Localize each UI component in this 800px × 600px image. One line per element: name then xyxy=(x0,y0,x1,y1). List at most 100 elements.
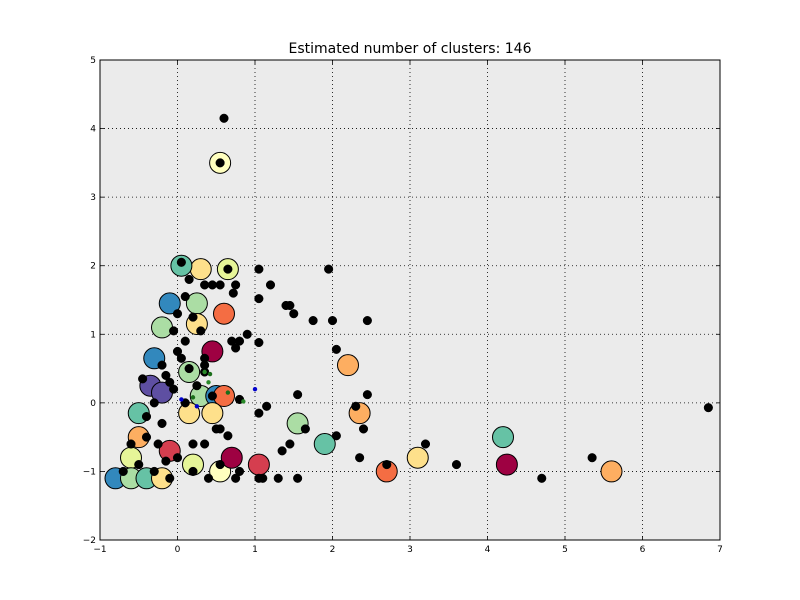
core-sample-point xyxy=(262,401,272,411)
core-sample-point xyxy=(180,336,190,346)
cluster-center-point xyxy=(495,453,518,476)
core-sample-point xyxy=(192,381,202,391)
core-sample-point xyxy=(176,353,186,363)
x-tick-label: 1 xyxy=(252,545,258,555)
noise-sample-point xyxy=(207,371,213,377)
core-sample-point xyxy=(215,158,225,168)
core-sample-point xyxy=(141,412,152,422)
core-sample-point xyxy=(254,408,264,418)
core-sample-point xyxy=(362,390,372,400)
core-sample-point xyxy=(165,473,175,483)
core-sample-point xyxy=(331,431,341,441)
core-sample-point xyxy=(215,460,225,470)
core-sample-point xyxy=(231,343,241,353)
noise-sample-point xyxy=(190,395,196,400)
core-sample-point xyxy=(138,374,148,384)
cluster-center-point xyxy=(600,460,623,483)
x-tick-label: 4 xyxy=(485,545,491,555)
core-sample-point xyxy=(157,418,167,428)
core-sample-point xyxy=(207,391,217,401)
core-sample-point xyxy=(188,439,198,449)
core-sample-point xyxy=(149,398,159,408)
core-sample-point xyxy=(293,473,303,483)
noise-sample-point xyxy=(225,390,231,395)
core-sample-point xyxy=(215,424,225,434)
cluster-center-point xyxy=(158,292,181,315)
cluster-center-point xyxy=(213,302,235,325)
core-sample-point xyxy=(420,439,431,449)
x-tick-label: 0 xyxy=(175,545,181,555)
core-sample-point xyxy=(215,280,225,290)
x-tick-labels: −1 0 1 2 3 4 5 6 7 xyxy=(93,545,723,555)
core-sample-point xyxy=(242,329,252,339)
core-sample-point xyxy=(172,453,183,463)
x-tick-label: 2 xyxy=(330,545,336,555)
core-sample-point xyxy=(172,309,183,319)
noise-sample-point xyxy=(179,397,184,402)
core-sample-point xyxy=(327,316,338,326)
noise-sample-point xyxy=(252,386,258,392)
core-sample-point xyxy=(134,460,144,470)
cluster-center-point xyxy=(337,354,359,377)
core-sample-point xyxy=(234,336,245,346)
noise-samples xyxy=(179,369,258,409)
cluster-center-point xyxy=(201,402,224,425)
x-tick-label: 6 xyxy=(640,545,646,555)
core-sample-point xyxy=(141,432,152,442)
cluster-center-point xyxy=(151,316,173,339)
core-sample-point xyxy=(382,460,392,470)
core-sample-point xyxy=(169,326,179,336)
core-sample-point xyxy=(188,312,198,322)
y-tick-label: 3 xyxy=(90,193,96,203)
core-sample-point xyxy=(285,439,295,449)
core-sample-point xyxy=(273,473,283,483)
core-sample-point xyxy=(196,326,206,336)
core-sample-point xyxy=(153,439,163,449)
core-sample-point xyxy=(207,280,217,290)
core-sample-point xyxy=(188,466,198,476)
plot-area-frame xyxy=(99,59,721,541)
core-sample-point xyxy=(234,466,245,476)
plot-data xyxy=(104,113,713,490)
core-sample-point xyxy=(180,292,190,302)
noise-sample-point xyxy=(194,404,200,409)
core-sample-point xyxy=(228,288,238,298)
core-sample-point xyxy=(118,466,128,476)
y-tick-label: −2 xyxy=(83,536,96,546)
core-sample-point xyxy=(223,264,233,274)
core-sample-point xyxy=(126,439,136,449)
core-sample-point xyxy=(324,264,334,274)
cluster-center-point xyxy=(406,446,429,469)
core-sample-point xyxy=(537,473,547,483)
noise-sample-point xyxy=(206,380,211,385)
y-tick-label: 1 xyxy=(90,330,96,340)
cluster-center-point xyxy=(220,446,243,469)
core-sample-point xyxy=(203,473,214,483)
core-sample-point xyxy=(254,264,264,274)
noise-sample-point xyxy=(241,399,246,404)
core-sample-point xyxy=(223,431,233,441)
cluster-center-point xyxy=(247,453,270,476)
core-sample-point xyxy=(184,274,194,284)
x-tick-label: 3 xyxy=(407,545,413,555)
cluster-center-point xyxy=(189,258,212,281)
core-sample-point xyxy=(362,316,372,326)
core-sample-point xyxy=(587,453,597,463)
core-sample-point xyxy=(172,346,183,356)
cluster-center-point xyxy=(313,433,336,455)
x-tick-label: −1 xyxy=(93,545,106,555)
core-sample-point xyxy=(219,113,229,123)
core-sample-point xyxy=(149,466,159,476)
core-sample-point xyxy=(200,439,210,449)
noise-sample-point xyxy=(202,369,207,375)
y-tick-labels: −2 −1 0 1 2 3 4 5 xyxy=(83,56,97,546)
core-sample-point xyxy=(331,344,341,354)
chart-title: Estimated number of clusters: 146 xyxy=(288,41,531,57)
core-sample-point xyxy=(351,401,361,411)
core-sample-point xyxy=(231,280,241,290)
core-sample-point xyxy=(358,424,369,434)
core-sample-point xyxy=(176,257,186,267)
core-sample-point xyxy=(254,294,264,304)
core-sample-point xyxy=(703,403,713,413)
